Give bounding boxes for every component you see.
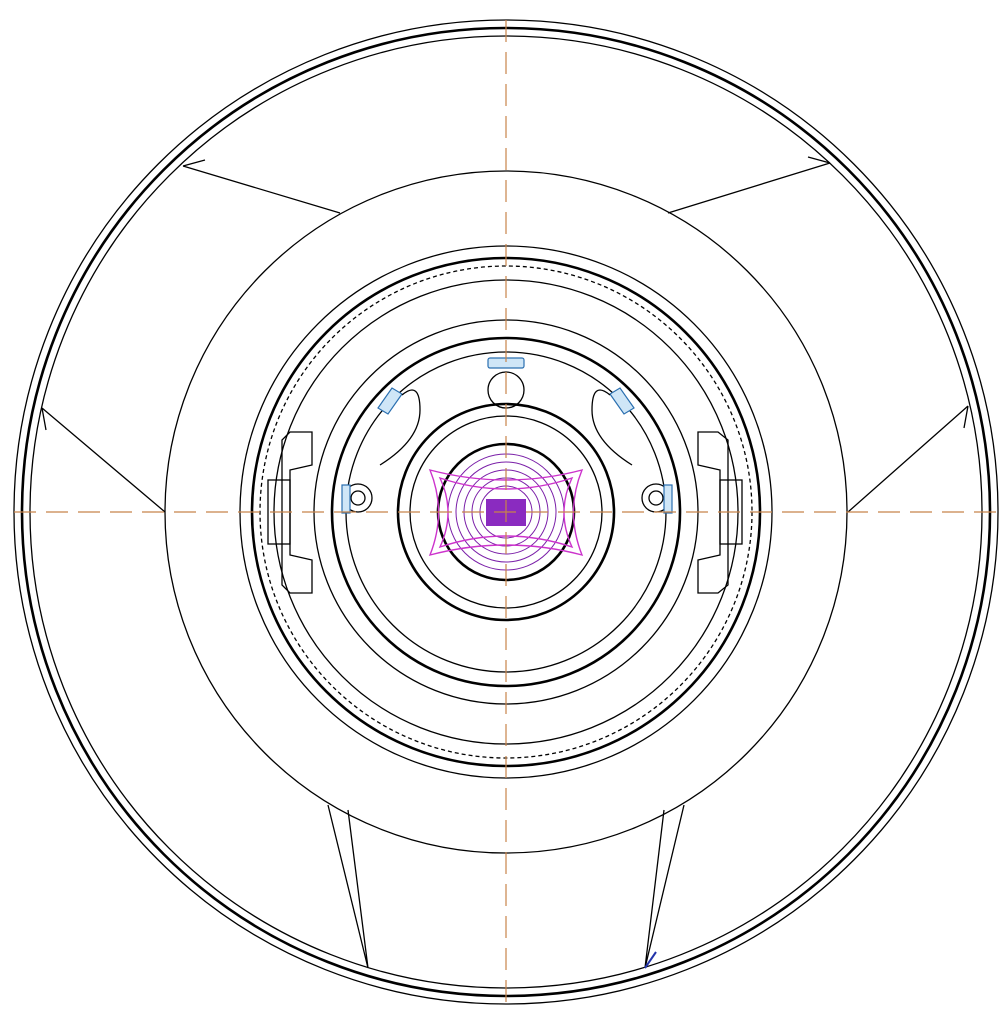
lens-line xyxy=(455,461,557,563)
tab xyxy=(663,484,673,514)
lens-outline xyxy=(428,468,584,557)
lens-outline xyxy=(438,476,574,549)
screw xyxy=(350,490,366,506)
hub-ring xyxy=(330,336,682,688)
spoke xyxy=(41,407,166,513)
spoke xyxy=(182,159,341,214)
screw xyxy=(648,490,664,506)
spoke xyxy=(644,804,685,969)
spoke xyxy=(667,156,831,214)
spoke xyxy=(327,804,369,969)
spoke xyxy=(847,405,969,513)
centerlines xyxy=(14,20,998,1005)
tab xyxy=(609,387,635,415)
arc-slot xyxy=(591,389,633,466)
tab xyxy=(341,484,351,514)
clip-left xyxy=(281,431,313,594)
arc-slot xyxy=(379,389,421,466)
tab xyxy=(377,387,403,415)
spokes xyxy=(41,156,969,969)
clip-right xyxy=(697,431,729,594)
spoke-mark xyxy=(644,951,657,969)
